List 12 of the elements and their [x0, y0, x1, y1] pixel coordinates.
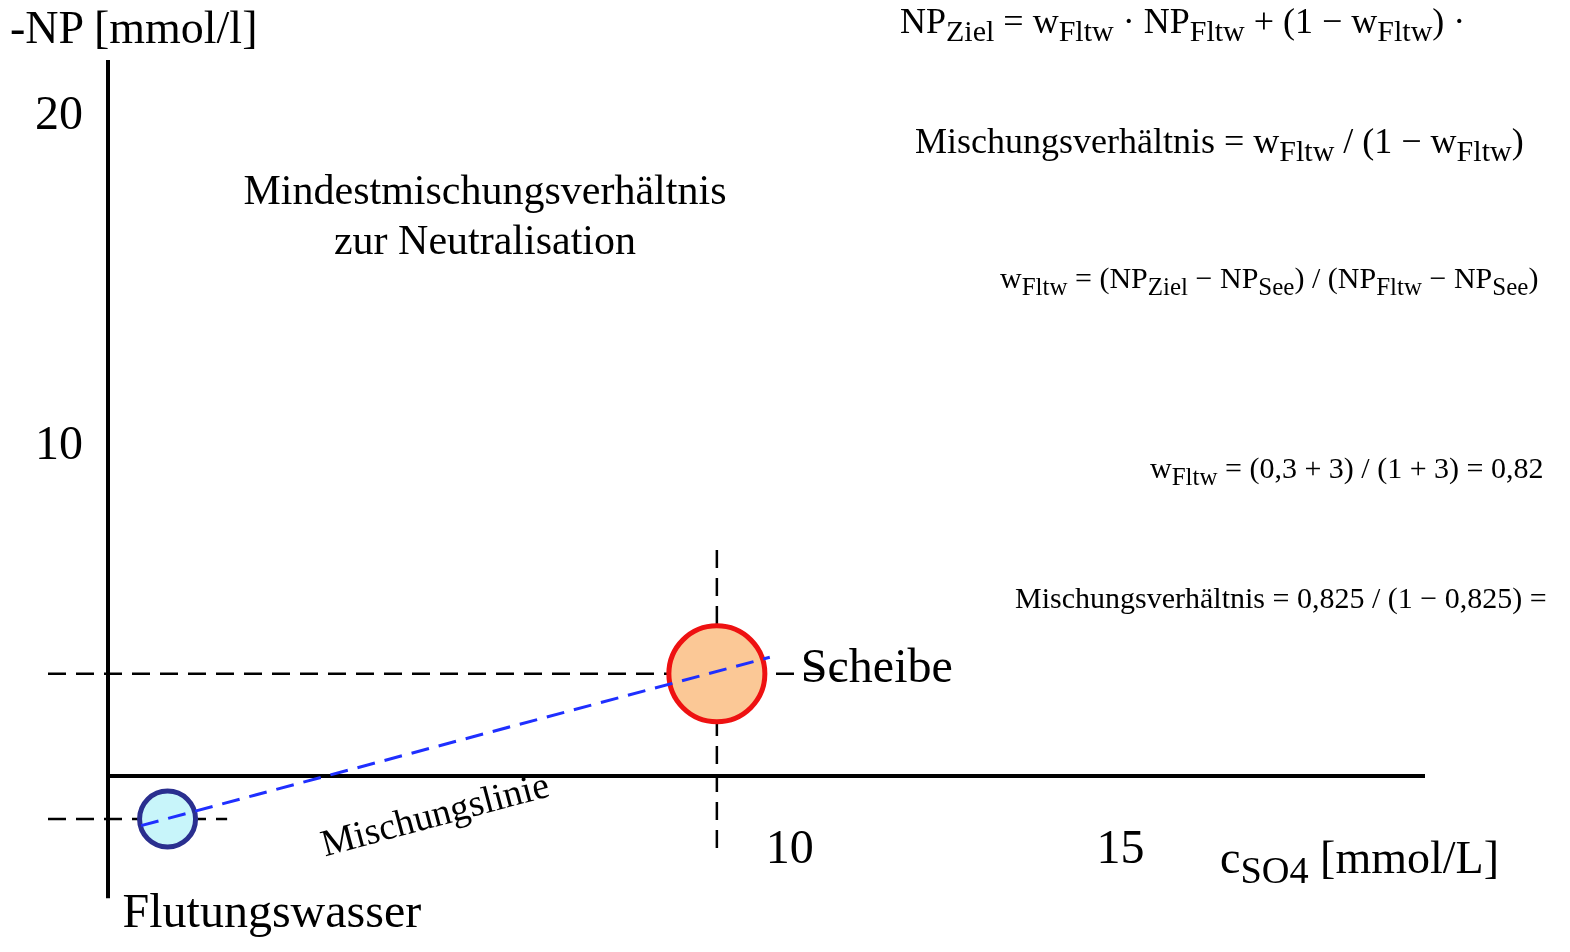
text: NP$_{Ziel}$ = w$_{Fltw}$ · NP$_{Fltw}$ + (1 − w$_{Fltw}$) ·: [900, 1, 1466, 48]
text: w$_{Fltw}$ = (NP$_{Ziel}$ − NP$_{See}$) / (NP$_{Fltw}$ − NP$_{See}$): [1000, 261, 1539, 300]
series-label: Scheibe: [800, 639, 953, 693]
y-axis-title: -NP [mmol/l]: [10, 1, 258, 55]
series-label: Flutungswasser: [122, 883, 422, 937]
annotation: Mindestmischungsverhältnis zur Neutralisation: [242, 166, 728, 266]
annotation: w$_{Fltw}$ = (0,3 + 3) / (1 + 3) = 0,82: [1150, 450, 1544, 492]
x-axis-title: c$_{SO4}$ [mmol/L]: [1220, 831, 1499, 894]
x-tick-label: 15: [1096, 819, 1145, 873]
annotation: Mischungsverhältnis = 0,825 / (1 − 0,825) =: [1015, 580, 1547, 616]
y-tick-label: 20: [35, 85, 83, 139]
annotation: Mischungsverhältnis = w$_{Fltw}$ / (1 − w$_{Fltw}$): [915, 120, 1524, 170]
